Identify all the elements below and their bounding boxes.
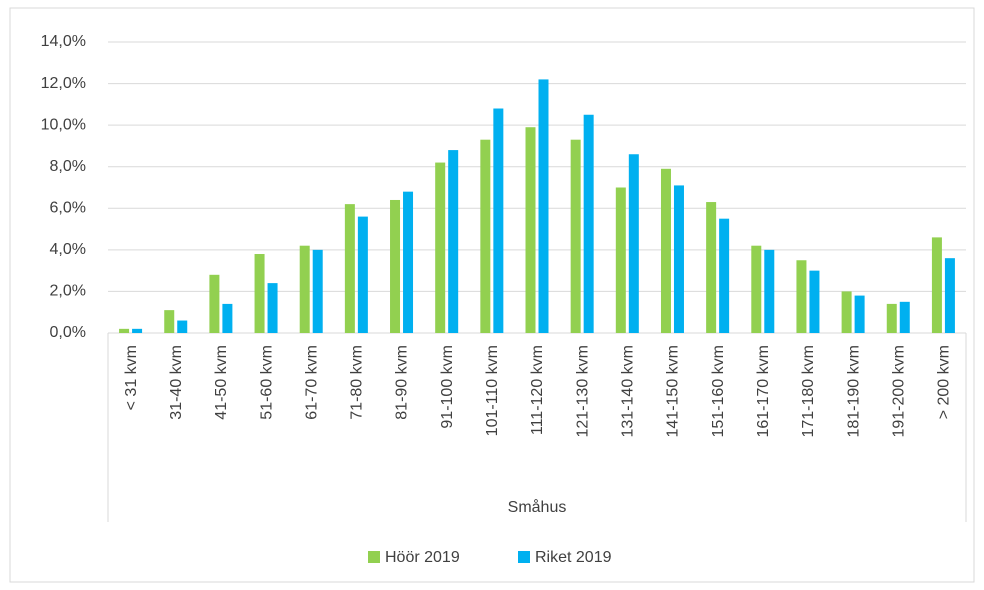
legend-label: Riket 2019 <box>535 549 612 566</box>
legend-swatch <box>368 551 380 563</box>
bar <box>931 237 942 333</box>
bar <box>796 260 807 333</box>
bar <box>448 150 459 333</box>
y-tick-label: 2,0% <box>50 283 86 300</box>
bar <box>493 108 504 333</box>
chart-border <box>9 7 975 583</box>
x-tick-label: < 31 kvm <box>123 345 140 410</box>
bar <box>854 295 865 333</box>
bar <box>886 303 897 333</box>
bar <box>583 114 594 333</box>
x-tick-label: 121-130 kvm <box>574 345 591 438</box>
bar <box>164 310 175 333</box>
bar <box>299 245 310 333</box>
bar <box>254 254 265 333</box>
bar <box>719 218 730 333</box>
x-tick-label: 191-200 kvm <box>890 345 907 438</box>
bar <box>403 191 414 333</box>
y-tick-label: 0,0% <box>50 324 86 341</box>
legend-swatch <box>518 551 530 563</box>
x-tick-label: 171-180 kvm <box>800 345 817 438</box>
x-tick-label: 61-70 kvm <box>303 345 320 420</box>
bar <box>764 249 775 333</box>
x-tick-label: 51-60 kvm <box>258 345 275 420</box>
x-tick-label: 131-140 kvm <box>620 345 637 438</box>
x-tick-label: 111-120 kvm <box>529 345 546 435</box>
x-axis-label: Småhus <box>508 498 567 516</box>
bar <box>944 258 955 333</box>
x-tick-label: 141-150 kvm <box>665 345 682 438</box>
bar <box>390 199 401 333</box>
bar <box>177 320 188 333</box>
x-tick-label: 71-80 kvm <box>349 345 366 420</box>
x-tick-label: 81-90 kvm <box>394 345 411 420</box>
bar <box>673 185 684 333</box>
x-tick-label: 31-40 kvm <box>168 345 185 420</box>
y-tick-label: 4,0% <box>50 241 86 258</box>
bar <box>267 283 278 333</box>
bar <box>132 328 143 333</box>
bar <box>570 139 581 333</box>
bar <box>809 270 820 333</box>
bar <box>706 202 717 333</box>
bar <box>660 168 671 333</box>
bar <box>312 249 323 333</box>
x-tick-label: > 200 kvm <box>936 345 953 419</box>
bar <box>435 162 446 333</box>
bar <box>344 204 355 333</box>
bar <box>899 301 910 333</box>
bar <box>538 79 549 334</box>
y-tick-label: 12,0% <box>41 75 86 92</box>
bar <box>628 154 639 333</box>
bar <box>480 139 491 333</box>
y-tick-label: 14,0% <box>41 33 86 50</box>
x-tick-label: 181-190 kvm <box>845 345 862 438</box>
x-tick-label: 151-160 kvm <box>710 345 727 438</box>
x-tick-label: 161-170 kvm <box>755 345 772 438</box>
bar <box>357 216 368 333</box>
x-tick-label: 91-100 kvm <box>439 345 456 429</box>
y-tick-label: 10,0% <box>41 116 86 133</box>
x-tick-label: 41-50 kvm <box>213 345 230 420</box>
y-tick-label: 8,0% <box>50 158 86 175</box>
x-tick-label: 101-110 kvm <box>484 345 501 436</box>
bar <box>222 303 233 333</box>
bar <box>751 245 762 333</box>
bar <box>615 187 626 333</box>
y-tick-label: 6,0% <box>50 200 86 217</box>
bar <box>209 274 220 333</box>
bar <box>119 328 130 333</box>
bar <box>841 291 852 333</box>
legend-label: Höör 2019 <box>385 549 460 566</box>
bar <box>525 127 536 333</box>
